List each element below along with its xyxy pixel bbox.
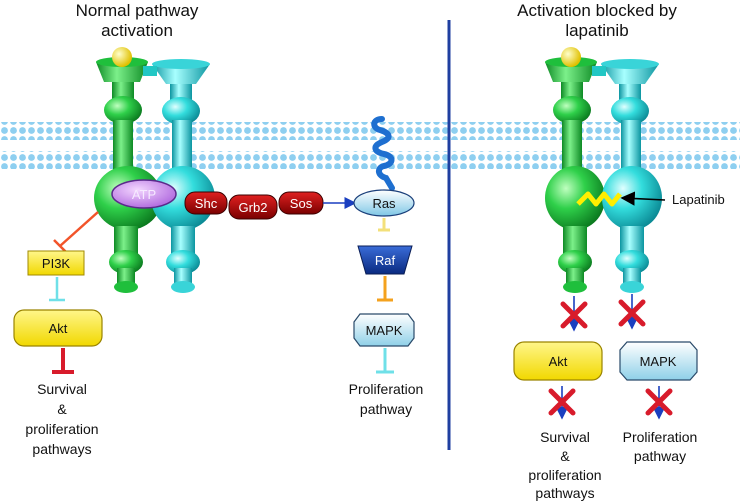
sos-box: Sos: [279, 192, 323, 214]
ligand-ball-left: [112, 47, 132, 67]
survival-left-line1: Survival: [37, 381, 87, 397]
sos-label: Sos: [290, 196, 313, 211]
ras-oval: Ras: [354, 190, 414, 216]
mapk-box-left: MAPK: [354, 314, 414, 346]
right-title-line2: lapatinib: [565, 21, 628, 40]
pi3k-box: PI3K: [28, 251, 84, 275]
survival-right-line1: Survival: [540, 429, 590, 445]
raf-to-mapk-inhibit: [377, 276, 393, 300]
mapk-label-right: MAPK: [640, 354, 677, 369]
akt-box-right: Akt: [514, 342, 602, 380]
proliferation-right-line1: Proliferation: [623, 429, 698, 445]
mapk-label-left: MAPK: [366, 323, 403, 338]
akt-label-right: Akt: [549, 354, 568, 369]
blocked-proliferation-signal: [648, 386, 670, 418]
survival-left-line2: &: [57, 401, 67, 417]
survival-right-line3: proliferation: [528, 467, 601, 483]
akt-to-survival-inhibit: [52, 348, 74, 372]
left-title-line2: activation: [101, 21, 173, 40]
green-receptor-right: [545, 57, 605, 293]
grb2-box: Grb2: [229, 195, 277, 219]
ras-label: Ras: [372, 196, 396, 211]
atp-oval: ATP: [112, 180, 176, 208]
survival-right-line2: &: [560, 448, 570, 464]
mapk-to-proliferation-inhibit: [376, 348, 394, 372]
proliferation-left-line2: pathway: [360, 401, 412, 417]
raf-label: Raf: [375, 253, 396, 268]
proliferation-left-line1: Proliferation: [349, 381, 424, 397]
right-title-line1: Activation blocked by: [517, 1, 677, 20]
pi3k-label: PI3K: [42, 256, 71, 271]
blocked-mapk-signal: [621, 294, 643, 328]
mapk-box-right: MAPK: [620, 342, 697, 380]
receptor-to-pi3k-inhibit: [54, 212, 98, 252]
pi3k-to-akt-inhibit: [49, 277, 65, 300]
survival-right-line4: pathways: [535, 485, 594, 501]
survival-left-line4: pathways: [32, 441, 91, 457]
dimer-link-right: [592, 66, 606, 76]
dimer-link-left: [143, 66, 157, 76]
cyan-receptor-right: [601, 59, 662, 293]
raf-box: Raf: [358, 246, 412, 274]
green-receptor-left: [94, 57, 162, 293]
proliferation-right-line2: pathway: [634, 448, 686, 464]
shc-box: Shc: [185, 192, 227, 214]
ligand-ball-right: [561, 47, 581, 67]
blocked-akt-signal: [563, 296, 585, 330]
left-title-line1: Normal pathway: [76, 1, 199, 20]
grb2-label: Grb2: [239, 200, 268, 215]
ras-to-raf-inhibit: [378, 218, 390, 230]
lapatinib-label: Lapatinib: [672, 192, 725, 207]
shc-label: Shc: [195, 196, 218, 211]
akt-box-left: Akt: [14, 310, 102, 346]
akt-label-left: Akt: [49, 321, 68, 336]
atp-label: ATP: [132, 187, 156, 202]
blocked-survival-signal: [551, 386, 573, 418]
survival-left-line3: proliferation: [25, 421, 98, 437]
cyan-receptor-left: [151, 59, 215, 293]
